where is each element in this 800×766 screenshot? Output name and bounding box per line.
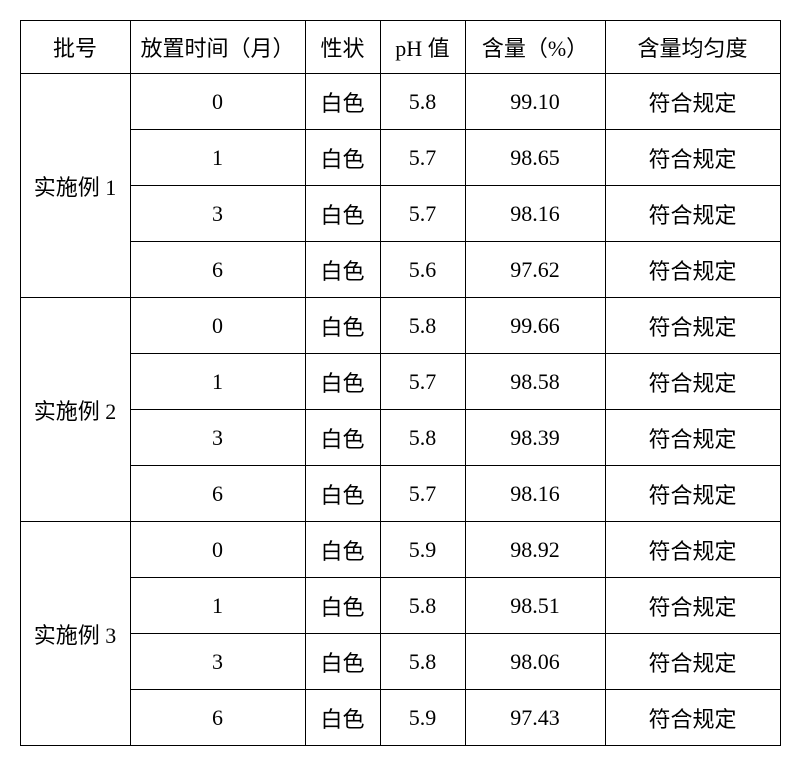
cell-content: 97.62 [465, 242, 605, 298]
cell-time: 0 [130, 298, 305, 354]
cell-time: 6 [130, 690, 305, 746]
cell-appearance: 白色 [305, 74, 380, 130]
cell-appearance: 白色 [305, 578, 380, 634]
cell-ph: 5.9 [380, 690, 465, 746]
cell-content: 99.10 [465, 74, 605, 130]
cell-uniformity: 符合规定 [605, 690, 780, 746]
col-header-ph: pH 值 [380, 21, 465, 74]
cell-content: 98.16 [465, 186, 605, 242]
cell-time: 3 [130, 186, 305, 242]
cell-uniformity: 符合规定 [605, 298, 780, 354]
cell-appearance: 白色 [305, 242, 380, 298]
cell-appearance: 白色 [305, 354, 380, 410]
cell-time: 1 [130, 130, 305, 186]
cell-appearance: 白色 [305, 522, 380, 578]
table-row: 3白色5.898.06符合规定 [20, 634, 780, 690]
table-row: 1白色5.898.51符合规定 [20, 578, 780, 634]
table-row: 1白色5.798.65符合规定 [20, 130, 780, 186]
cell-time: 3 [130, 634, 305, 690]
cell-ph: 5.7 [380, 130, 465, 186]
col-header-batch: 批号 [20, 21, 130, 74]
cell-time: 1 [130, 354, 305, 410]
cell-ph: 5.8 [380, 74, 465, 130]
cell-time: 3 [130, 410, 305, 466]
col-header-uniformity: 含量均匀度 [605, 21, 780, 74]
stability-data-table: 批号 放置时间（月） 性状 pH 值 含量（%） 含量均匀度 实施例 10白色5… [20, 20, 781, 746]
batch-label-cell: 实施例 3 [20, 522, 130, 746]
cell-appearance: 白色 [305, 186, 380, 242]
cell-uniformity: 符合规定 [605, 410, 780, 466]
cell-uniformity: 符合规定 [605, 74, 780, 130]
cell-ph: 5.7 [380, 186, 465, 242]
cell-time: 0 [130, 522, 305, 578]
table-row: 3白色5.798.16符合规定 [20, 186, 780, 242]
cell-appearance: 白色 [305, 410, 380, 466]
col-header-content: 含量（%） [465, 21, 605, 74]
cell-content: 98.06 [465, 634, 605, 690]
table-body: 实施例 10白色5.899.10符合规定1白色5.798.65符合规定3白色5.… [20, 74, 780, 746]
table-row: 实施例 30白色5.998.92符合规定 [20, 522, 780, 578]
col-header-time: 放置时间（月） [130, 21, 305, 74]
batch-label-cell: 实施例 1 [20, 74, 130, 298]
cell-ph: 5.7 [380, 466, 465, 522]
table-header-row: 批号 放置时间（月） 性状 pH 值 含量（%） 含量均匀度 [20, 21, 780, 74]
cell-uniformity: 符合规定 [605, 186, 780, 242]
cell-content: 98.58 [465, 354, 605, 410]
table-row: 6白色5.697.62符合规定 [20, 242, 780, 298]
cell-time: 6 [130, 466, 305, 522]
batch-label-cell: 实施例 2 [20, 298, 130, 522]
cell-appearance: 白色 [305, 130, 380, 186]
cell-content: 98.16 [465, 466, 605, 522]
cell-content: 98.92 [465, 522, 605, 578]
cell-uniformity: 符合规定 [605, 522, 780, 578]
cell-content: 98.51 [465, 578, 605, 634]
cell-uniformity: 符合规定 [605, 130, 780, 186]
cell-content: 97.43 [465, 690, 605, 746]
cell-uniformity: 符合规定 [605, 242, 780, 298]
col-header-appearance: 性状 [305, 21, 380, 74]
cell-time: 0 [130, 74, 305, 130]
table-row: 3白色5.898.39符合规定 [20, 410, 780, 466]
cell-appearance: 白色 [305, 466, 380, 522]
table-row: 实施例 10白色5.899.10符合规定 [20, 74, 780, 130]
cell-appearance: 白色 [305, 298, 380, 354]
cell-appearance: 白色 [305, 690, 380, 746]
cell-appearance: 白色 [305, 634, 380, 690]
table-row: 6白色5.798.16符合规定 [20, 466, 780, 522]
cell-ph: 5.8 [380, 410, 465, 466]
cell-ph: 5.9 [380, 522, 465, 578]
cell-content: 98.65 [465, 130, 605, 186]
cell-time: 1 [130, 578, 305, 634]
cell-content: 98.39 [465, 410, 605, 466]
cell-ph: 5.8 [380, 634, 465, 690]
cell-uniformity: 符合规定 [605, 354, 780, 410]
table-row: 实施例 20白色5.899.66符合规定 [20, 298, 780, 354]
cell-content: 99.66 [465, 298, 605, 354]
table-row: 6白色5.997.43符合规定 [20, 690, 780, 746]
cell-ph: 5.6 [380, 242, 465, 298]
cell-uniformity: 符合规定 [605, 578, 780, 634]
cell-uniformity: 符合规定 [605, 634, 780, 690]
table-row: 1白色5.798.58符合规定 [20, 354, 780, 410]
cell-uniformity: 符合规定 [605, 466, 780, 522]
cell-ph: 5.7 [380, 354, 465, 410]
cell-ph: 5.8 [380, 578, 465, 634]
cell-time: 6 [130, 242, 305, 298]
cell-ph: 5.8 [380, 298, 465, 354]
